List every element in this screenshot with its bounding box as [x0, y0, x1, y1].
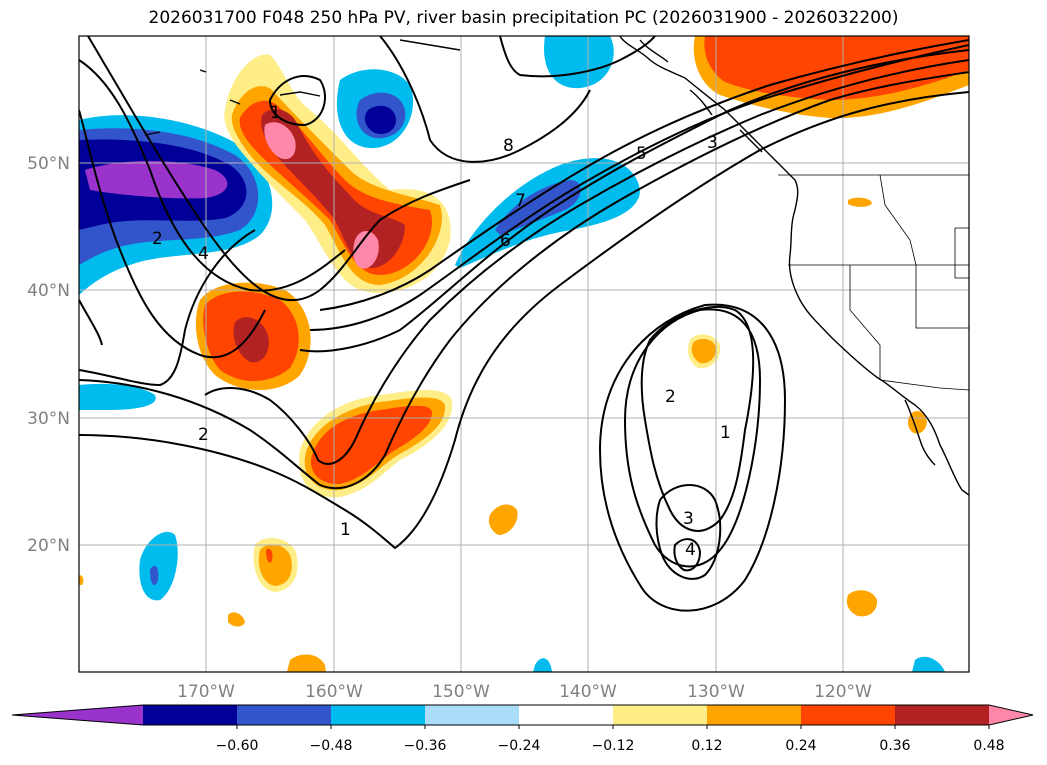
colorbar-tick-label: −0.36 [404, 738, 447, 754]
colorbar-extend-low [12, 705, 143, 725]
lat-label: 40°N [27, 281, 70, 301]
colorbar-tick-label: −0.12 [592, 738, 635, 754]
contour-label: 7 [515, 191, 526, 211]
lat-label: 20°N [27, 536, 70, 556]
colorbar-segment [801, 705, 896, 725]
contour-label: 3 [707, 133, 718, 153]
lon-label: 170°W [177, 682, 235, 702]
contour-label: 1 [340, 520, 351, 540]
contour-label: 1 [720, 423, 731, 443]
contour-label: 5 [636, 144, 647, 164]
contour-label: 2 [152, 229, 163, 249]
contour-label: 4 [198, 244, 209, 264]
colorbar-segment [519, 705, 614, 725]
contour-label: 2 [665, 387, 676, 407]
lon-label: 130°W [687, 682, 745, 702]
map-layers: 2 4 7 6 8 5 3 1 2 1 2 3 4 1 [79, 36, 969, 672]
colorbar: −0.60 −0.48 −0.36 −0.24 −0.12 0.12 0.24 0.36 0.4… [11, 704, 1034, 754]
colorbar-tick-label: 0.12 [691, 738, 722, 754]
pv-contours [79, 36, 969, 612]
contour-label: 1 [270, 103, 281, 123]
lon-label: 120°W [814, 682, 872, 702]
colorbar-extend-high [989, 705, 1033, 725]
colorbar-tick-label: 0.24 [785, 738, 816, 754]
map-gridlines [79, 36, 969, 672]
contour-label: 4 [685, 540, 696, 560]
map-frame [78, 35, 970, 673]
colorbar-segment [895, 705, 990, 725]
colorbar-segment [707, 705, 802, 725]
colorbar-segment [425, 705, 520, 725]
colorbar-segment [613, 705, 708, 725]
lat-label: 30°N [27, 409, 70, 429]
coastlines [144, 36, 969, 496]
contour-labels: 2 4 7 6 8 5 3 1 2 1 2 3 4 1 [152, 103, 731, 560]
colorbar-tick-label: 0.48 [973, 738, 1004, 754]
negative-pc-shading [79, 36, 945, 672]
colorbar-segment [237, 705, 332, 725]
colorbar-segment [331, 705, 426, 725]
colorbar-outline [11, 704, 1034, 726]
colorbar-tick-label: 0.36 [879, 738, 910, 754]
lon-label: 160°W [305, 682, 363, 702]
contour-label: 6 [500, 231, 511, 251]
colorbar-tick-label: −0.60 [216, 738, 259, 754]
lon-label: 140°W [559, 682, 617, 702]
colorbar-tick-label: −0.24 [498, 738, 541, 754]
colorbar-segment [143, 705, 238, 725]
contour-label: 3 [683, 509, 694, 529]
colorbar-tick-label: −0.48 [310, 738, 353, 754]
lat-label: 50°N [27, 154, 70, 174]
map-title: 2026031700 F048 250 hPa PV, river basin … [148, 8, 899, 28]
lon-label: 150°W [432, 682, 490, 702]
state-borders [778, 174, 969, 391]
contour-label: 8 [503, 136, 514, 156]
contour-label: 2 [198, 425, 209, 445]
